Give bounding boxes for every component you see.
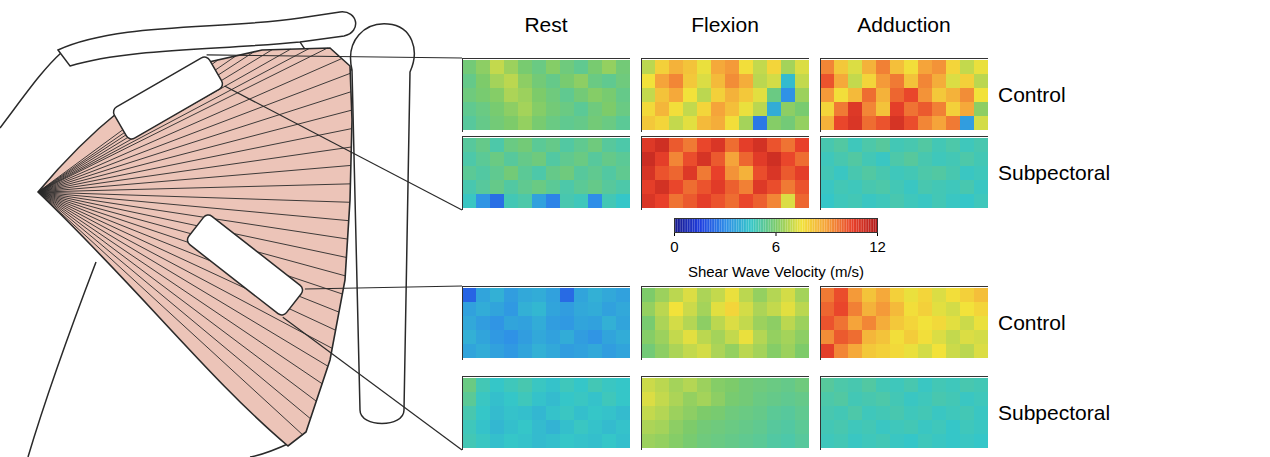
html-text:Subpectoral: Subpectoral (998, 161, 1111, 184)
svg-text:0: 0 (670, 238, 678, 255)
html-text:Subpectoral: Subpectoral (998, 401, 1111, 424)
html-text:Adduction: Adduction (857, 13, 951, 36)
svg-text:6: 6 (772, 238, 780, 255)
html-text:Flexion: Flexion (691, 13, 759, 36)
html-text:Control: Control (998, 83, 1066, 106)
svg-text:12: 12 (869, 238, 886, 255)
svg-text:Shear Wave Velocity (m/s): Shear Wave Velocity (m/s) (688, 263, 864, 280)
html-text:Rest: Rest (524, 13, 568, 36)
html-text:Control: Control (998, 311, 1066, 334)
